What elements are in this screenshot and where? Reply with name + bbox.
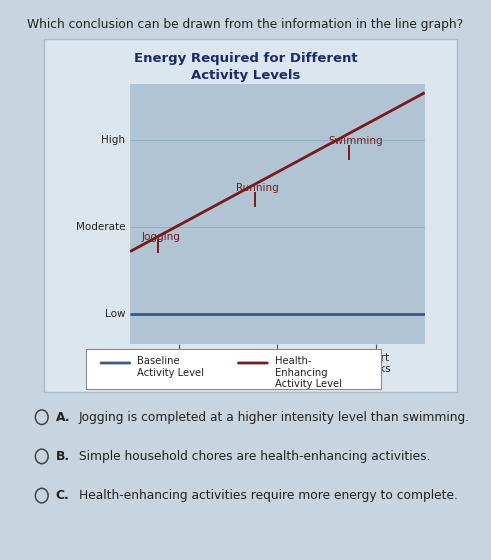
Text: C.: C.: [55, 489, 69, 502]
Text: Running: Running: [236, 183, 279, 193]
Text: Jogging: Jogging: [142, 232, 181, 242]
Text: Health-enhancing activities require more energy to complete.: Health-enhancing activities require more…: [79, 489, 458, 502]
Text: Baseline
Activity Level: Baseline Activity Level: [137, 356, 204, 378]
Text: B.: B.: [55, 450, 70, 463]
Text: A.: A.: [55, 410, 70, 424]
Text: Energy Required for Different
Activity Levels: Energy Required for Different Activity L…: [134, 52, 357, 82]
Text: Simple household chores are health-enhancing activities.: Simple household chores are health-enhan…: [79, 450, 430, 463]
Text: Health-
Enhancing
Activity Level: Health- Enhancing Activity Level: [275, 356, 342, 389]
Text: Swimming: Swimming: [328, 136, 383, 146]
Text: Which conclusion can be drawn from the information in the line graph?: Which conclusion can be drawn from the i…: [27, 18, 464, 31]
Text: Jogging is completed at a higher intensity level than swimming.: Jogging is completed at a higher intensi…: [79, 410, 470, 424]
Text: High: High: [101, 136, 125, 146]
Text: Low: Low: [105, 309, 125, 319]
Text: Moderate: Moderate: [76, 222, 125, 232]
